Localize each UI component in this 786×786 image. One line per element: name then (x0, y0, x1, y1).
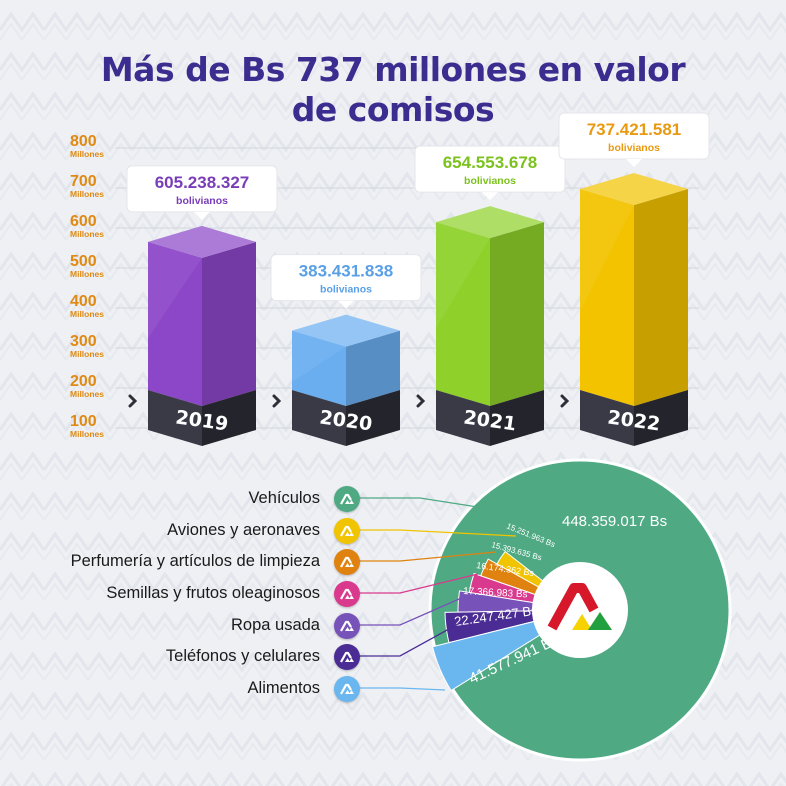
callout-pointer (626, 159, 642, 168)
chevron-right-icon (560, 394, 570, 408)
brand-logo-icon (334, 485, 360, 512)
value-callout: 383.431.838 bolivianos (270, 254, 422, 309)
y-tick-unit: Millones (70, 429, 104, 439)
leader-line (346, 529, 517, 537)
value-callout: 605.238.327 bolivianos (126, 165, 278, 220)
y-tick-label: 200 (70, 373, 97, 390)
brand-logo-icon (334, 675, 360, 702)
legend-label: Teléfonos y celulares (165, 647, 320, 665)
pie-label-0: 448.359.017 Bs (562, 513, 667, 530)
data-label-unit: bolivianos (464, 175, 516, 187)
chevron-right-icon (128, 394, 138, 408)
leader-line (346, 595, 467, 626)
data-label-unit: bolivianos (608, 142, 660, 154)
y-tick-unit: Millones (70, 269, 104, 279)
legend-item: Teléfonos y celulares (166, 641, 360, 672)
bar-2020: 2020 (292, 314, 400, 446)
callout-pointer (338, 300, 354, 309)
brand-logo-icon (334, 517, 360, 544)
y-tick-label: 300 (70, 333, 97, 350)
chevron-right-icon (272, 394, 282, 408)
bar-base-left (148, 390, 202, 446)
legend-label: Ropa usada (231, 616, 320, 634)
bar-base-left (436, 390, 490, 446)
page-title: Más de Bs 737 millones en valor de comis… (0, 50, 786, 130)
bar-top (148, 225, 256, 258)
callout-pointer (482, 192, 498, 201)
y-tick-unit: Millones (70, 189, 104, 199)
bar-base-right (346, 390, 400, 446)
legend-item: Semillas y frutos oleaginosos (106, 578, 360, 609)
pie-label-4: 17.366.983 Bs (463, 586, 528, 600)
bar-top (436, 206, 544, 239)
y-tick-label: 100 (70, 413, 97, 430)
legend-item: Ropa usada (231, 610, 360, 641)
brand-logo-icon (334, 580, 360, 607)
data-label-unit: bolivianos (176, 195, 228, 207)
bar-base-right (634, 390, 688, 446)
brand-logo-icon (334, 548, 360, 575)
bar-face-right (202, 241, 256, 406)
leader-line (346, 497, 549, 519)
bar-base-left (580, 390, 634, 446)
brand-logo-icon (547, 583, 612, 631)
y-tick-unit: Millones (70, 389, 104, 399)
bar-2021: 2021 (436, 206, 544, 446)
leader-line (346, 551, 497, 562)
bar-base-right (490, 390, 544, 446)
legend-label: Alimentos (247, 679, 320, 697)
title-line-1: Más de Bs 737 millones en valor (100, 50, 686, 90)
legend-label: Perfumería y artículos de limpieza (70, 552, 320, 570)
legend-item: Aviones y aeronaves (167, 515, 360, 546)
y-tick-unit: Millones (70, 349, 104, 359)
bar-highlight (580, 189, 634, 312)
bar-highlight (292, 330, 346, 383)
leader-line (346, 687, 446, 691)
chevron-right-icon (416, 394, 426, 408)
data-label: 737.421.581 (587, 120, 682, 139)
data-label: 654.553.678 (443, 153, 538, 172)
legend-label: Aviones y aeronaves (167, 521, 320, 539)
data-label: 605.238.327 (155, 173, 250, 192)
bar-base-right (202, 390, 256, 446)
y-tick-unit: Millones (70, 229, 104, 239)
bar-base-left (292, 390, 346, 446)
legend-item: Perfumería y artículos de limpieza (71, 546, 360, 577)
brand-logo-icon (334, 612, 360, 639)
bar-2019: 2019 (148, 225, 256, 446)
bar-highlight (436, 222, 490, 329)
bar-chart: 100Millones200Millones300Millones400Mill… (70, 112, 710, 446)
leader-line (346, 573, 479, 594)
value-callout: 654.553.678 bolivianos (414, 145, 566, 201)
legend-label: Semillas y frutos oleaginosos (106, 584, 320, 602)
data-label: 383.431.838 (299, 262, 394, 281)
y-tick-label: 600 (70, 213, 97, 230)
y-tick-label: 400 (70, 293, 97, 310)
legend-item: Vehículos (248, 483, 360, 514)
y-tick-unit: Millones (70, 149, 104, 159)
data-label-unit: bolivianos (320, 284, 372, 296)
bar-face-right (346, 330, 400, 406)
bar-top (292, 314, 400, 347)
y-tick-label: 700 (70, 173, 97, 190)
bar-highlight (148, 241, 202, 338)
y-tick-label: 500 (70, 253, 97, 270)
value-callout: 737.421.581 bolivianos (558, 112, 710, 168)
bar-2022: 2022 (580, 173, 688, 446)
leader-line (346, 623, 459, 657)
center-logo-disc (532, 562, 628, 658)
legend-item: Alimentos (248, 673, 360, 704)
title-line-2: de comisos (291, 90, 495, 130)
y-tick-label: 800 (70, 133, 97, 150)
legend-label: Vehículos (248, 489, 320, 507)
bar-face-right (634, 189, 688, 406)
y-tick-unit: Millones (70, 309, 104, 319)
bar-top (580, 173, 688, 206)
bar-face-right (490, 222, 544, 406)
brand-logo-icon (334, 643, 360, 670)
callout-pointer (194, 211, 210, 220)
